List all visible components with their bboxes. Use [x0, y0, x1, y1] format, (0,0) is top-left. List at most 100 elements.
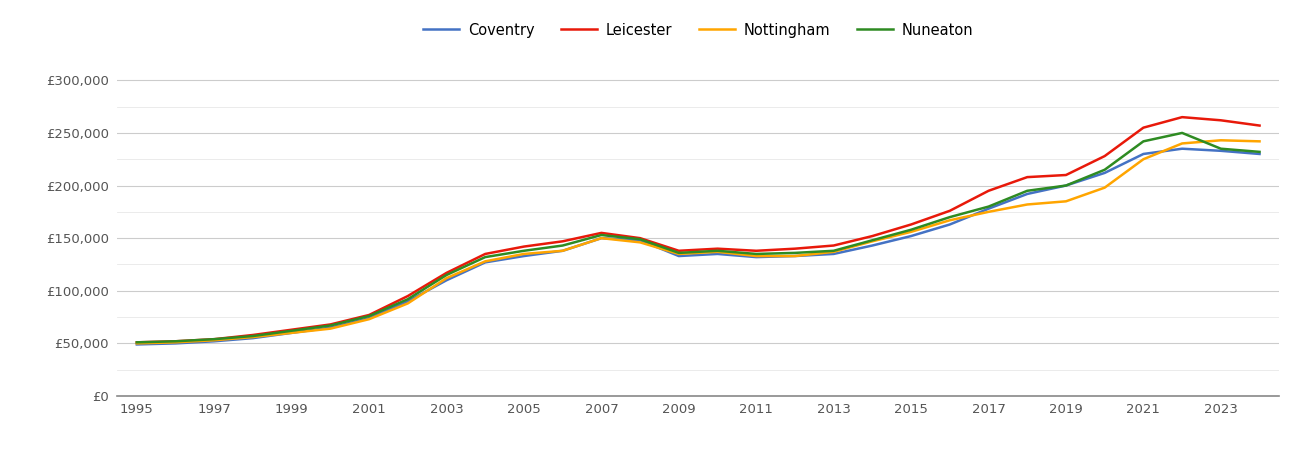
Nottingham — [594, 235, 609, 241]
Coventry — [206, 338, 222, 344]
Nottingham — [245, 334, 261, 340]
Coventry — [1096, 170, 1112, 176]
Leicester — [594, 230, 609, 236]
Nottingham — [671, 251, 686, 256]
Leicester — [478, 251, 493, 256]
Nuneaton — [283, 328, 299, 333]
Nuneaton — [1135, 139, 1151, 144]
Leicester — [245, 332, 261, 338]
Line: Nottingham: Nottingham — [137, 140, 1259, 343]
Leicester — [438, 270, 454, 275]
Coventry — [942, 222, 958, 227]
Nottingham — [1058, 198, 1074, 204]
Nuneaton — [632, 237, 647, 242]
Coventry — [555, 248, 570, 253]
Leicester — [1096, 153, 1112, 159]
Nottingham — [1251, 139, 1267, 144]
Nottingham — [438, 275, 454, 281]
Leicester — [399, 293, 415, 299]
Nottingham — [1174, 141, 1190, 146]
Nottingham — [942, 217, 958, 223]
Leicester — [206, 337, 222, 342]
Coventry — [438, 278, 454, 283]
Coventry — [1212, 148, 1228, 153]
Leicester — [283, 327, 299, 333]
Nuneaton — [1019, 188, 1035, 194]
Coventry — [748, 254, 763, 260]
Leicester — [555, 238, 570, 244]
Nuneaton — [322, 323, 338, 328]
Nuneaton — [206, 337, 222, 342]
Line: Nuneaton: Nuneaton — [137, 133, 1259, 342]
Nottingham — [283, 330, 299, 336]
Nottingham — [555, 248, 570, 253]
Nottingham — [787, 253, 803, 259]
Leicester — [361, 312, 377, 318]
Leicester — [671, 248, 686, 253]
Coventry — [981, 206, 997, 211]
Leicester — [1251, 123, 1267, 128]
Nuneaton — [438, 272, 454, 278]
Nottingham — [517, 251, 532, 256]
Nuneaton — [903, 227, 919, 233]
Nuneaton — [478, 254, 493, 260]
Coventry — [1058, 183, 1074, 188]
Coventry — [671, 253, 686, 259]
Nottingham — [322, 326, 338, 331]
Nuneaton — [245, 333, 261, 339]
Nuneaton — [1058, 183, 1074, 188]
Nottingham — [748, 253, 763, 259]
Coventry — [283, 330, 299, 336]
Nottingham — [710, 249, 726, 255]
Leicester — [1174, 114, 1190, 120]
Nottingham — [399, 301, 415, 306]
Leicester — [826, 243, 842, 248]
Leicester — [903, 222, 919, 227]
Leicester — [1019, 175, 1035, 180]
Line: Coventry: Coventry — [137, 148, 1259, 344]
Nottingham — [865, 238, 881, 244]
Nottingham — [478, 259, 493, 264]
Nuneaton — [671, 250, 686, 256]
Coventry — [1251, 151, 1267, 157]
Nuneaton — [1174, 130, 1190, 135]
Leicester — [129, 340, 145, 345]
Nottingham — [632, 240, 647, 245]
Nottingham — [168, 340, 184, 345]
Nottingham — [1212, 138, 1228, 143]
Coventry — [710, 251, 726, 256]
Line: Leicester: Leicester — [137, 117, 1259, 342]
Coventry — [632, 238, 647, 243]
Nottingham — [361, 316, 377, 322]
Coventry — [517, 253, 532, 259]
Nuneaton — [1096, 167, 1112, 172]
Coventry — [129, 342, 145, 347]
Coventry — [361, 315, 377, 321]
Coventry — [322, 325, 338, 330]
Leicester — [865, 234, 881, 239]
Leicester — [1058, 172, 1074, 178]
Nuneaton — [361, 313, 377, 319]
Leicester — [981, 188, 997, 194]
Leicester — [1135, 125, 1151, 130]
Coventry — [168, 341, 184, 346]
Leicester — [942, 208, 958, 213]
Nottingham — [903, 229, 919, 234]
Nuneaton — [1212, 146, 1228, 151]
Leicester — [787, 246, 803, 252]
Coventry — [826, 251, 842, 256]
Leicester — [517, 244, 532, 249]
Leicester — [1212, 117, 1228, 123]
Coventry — [865, 243, 881, 248]
Nuneaton — [1251, 149, 1267, 154]
Nuneaton — [787, 250, 803, 256]
Leicester — [322, 322, 338, 327]
Coventry — [594, 235, 609, 241]
Nottingham — [129, 341, 145, 346]
Legend: Coventry, Leicester, Nottingham, Nuneaton: Coventry, Leicester, Nottingham, Nuneato… — [416, 17, 980, 44]
Nuneaton — [129, 340, 145, 345]
Nuneaton — [826, 248, 842, 253]
Nuneaton — [942, 214, 958, 220]
Coventry — [399, 299, 415, 304]
Coventry — [1019, 191, 1035, 197]
